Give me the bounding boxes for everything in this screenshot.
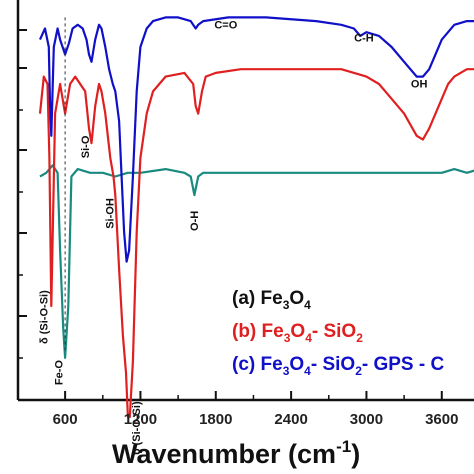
legend-entry-c: (c) Fe3O4- SiO2- GPS - C bbox=[232, 354, 444, 378]
annotation-label: δ (Si-O-Si) bbox=[39, 290, 51, 344]
x-axis-title: Wavenumber (cm-1) bbox=[112, 437, 360, 469]
legend: (a) Fe3O4 (b) Fe3O4- SiO2 (c) Fe3O4- SiO… bbox=[232, 288, 444, 378]
y-axis-ticks bbox=[18, 29, 27, 359]
annotation-label: Fe-O bbox=[54, 360, 66, 386]
x-tick-label: 600 bbox=[53, 411, 78, 428]
peak-annotations: C=O C-H OH Si-O Si-OH O-H δ (Si-O-Si) Fe-O υ (Si… bbox=[39, 20, 428, 455]
annotation-label: C=O bbox=[214, 20, 237, 32]
series-layer bbox=[38, 16, 474, 419]
series-line-b bbox=[38, 68, 474, 419]
legend-entry-a: (a) Fe3O4 bbox=[232, 288, 311, 312]
x-tick-label: 2400 bbox=[274, 411, 307, 428]
annotation-label: υ (Si-O-Si) bbox=[131, 401, 143, 455]
legend-entry-b: (b) Fe3O4- SiO2 bbox=[232, 321, 363, 345]
annotation-label: OH bbox=[411, 79, 428, 91]
series-line-c bbox=[38, 16, 474, 263]
annotation-label: O-H bbox=[189, 211, 201, 231]
x-tick-label: 1800 bbox=[199, 411, 232, 428]
annotation-label: Si-O bbox=[80, 135, 92, 158]
annotation-label: C-H bbox=[354, 32, 374, 44]
annotation-label: Si-OH bbox=[104, 198, 116, 229]
x-tick-label: 3600 bbox=[425, 411, 458, 428]
x-axis-ticks: 600 1200 1800 2400 3000 3600 bbox=[53, 391, 458, 428]
plot-frame bbox=[16, 0, 474, 402]
series-line-a bbox=[39, 164, 474, 359]
x-tick-label: 1200 bbox=[124, 411, 157, 428]
x-tick-label: 3000 bbox=[350, 411, 383, 428]
